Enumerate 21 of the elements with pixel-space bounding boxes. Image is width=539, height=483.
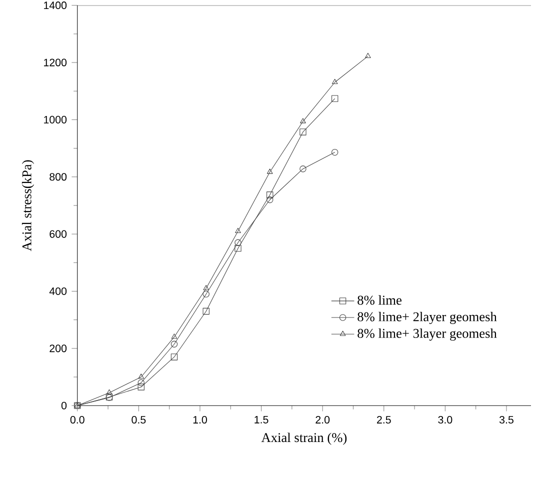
x-tick-label: 0.0 [70, 416, 84, 424]
y-tick-label: 0 [61, 402, 67, 410]
legend-label: 8% lime+ 3layer geomesh [358, 328, 497, 341]
x-tick-label: 1.5 [254, 416, 268, 424]
x-tick-label: 3.0 [438, 416, 452, 424]
x-tick-label: 2.0 [316, 416, 330, 424]
y-axis-title: Axial stress(kPa) [22, 160, 34, 252]
y-tick-label: 600 [50, 230, 67, 238]
legend-label: 8% lime [358, 295, 402, 305]
x-axis-title: Axial strain (%) [261, 432, 347, 445]
y-tick-label: 1200 [44, 58, 67, 66]
y-tick-label: 1400 [44, 2, 67, 10]
x-tick-label: 1.0 [193, 416, 207, 424]
y-tick-label: 400 [49, 287, 67, 296]
legend-label: 8% lime+ 2layer geomesh [358, 312, 497, 324]
y-tick-label: 1000 [44, 116, 67, 124]
y-tick-label: 800 [50, 173, 67, 181]
x-tick-label: 0.5 [132, 416, 146, 424]
y-tick-label: 200 [50, 344, 67, 352]
x-tick-label: 3.5 [499, 416, 514, 424]
x-tick-label: 2.5 [377, 416, 391, 424]
